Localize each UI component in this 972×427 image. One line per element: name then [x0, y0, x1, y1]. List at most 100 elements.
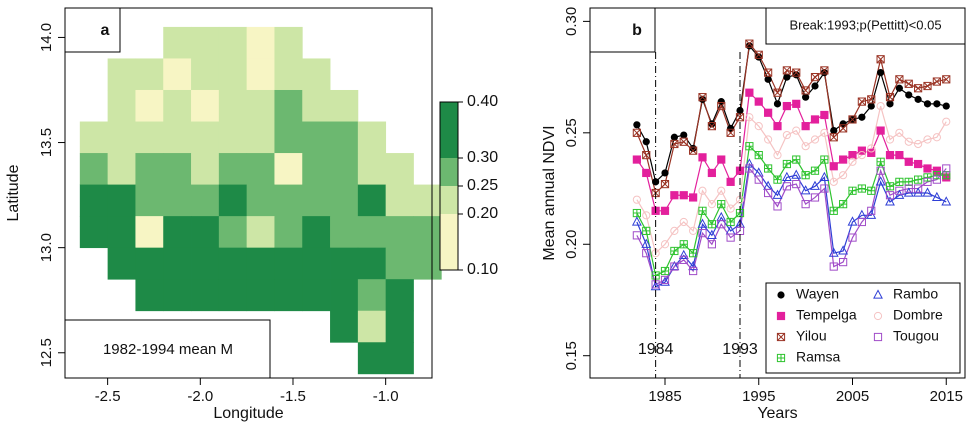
legend-box — [765, 282, 961, 374]
legend-text: 1982-1994 mean M — [103, 341, 233, 358]
marker-shape — [689, 249, 697, 257]
raster-cell — [79, 153, 109, 185]
marker-shape — [801, 142, 810, 151]
marker — [885, 135, 895, 144]
marker — [764, 68, 773, 77]
raster-cell — [330, 279, 359, 312]
legend-label: Tempelga — [796, 307, 857, 323]
marker — [820, 128, 829, 137]
marker-shape — [923, 81, 932, 91]
marker-shape — [698, 207, 707, 215]
marker-shape — [895, 186, 904, 195]
marker — [642, 138, 650, 146]
marker — [848, 151, 857, 160]
marker-shape — [810, 72, 820, 82]
marker-shape — [914, 84, 923, 93]
marker-shape — [811, 82, 819, 90]
raster-cell — [274, 26, 303, 59]
raster-cell — [274, 58, 303, 91]
marker — [642, 151, 651, 160]
marker — [754, 97, 763, 106]
series-line — [636, 44, 947, 184]
marker-shape — [707, 122, 716, 131]
marker-shape — [754, 175, 763, 184]
raster-cell — [330, 310, 359, 343]
marker — [698, 229, 707, 238]
y-tick-label: 14.0 — [38, 23, 55, 52]
colorbar-segment — [440, 214, 458, 270]
marker-shape — [885, 191, 895, 200]
marker — [839, 120, 847, 128]
marker-shape — [745, 164, 754, 173]
marker-shape — [923, 164, 932, 173]
marker-shape — [642, 249, 651, 258]
marker-shape — [632, 155, 641, 164]
raster-cell — [357, 247, 387, 280]
marker — [801, 86, 810, 95]
marker-shape — [680, 131, 688, 139]
y-axis-label: Latitude — [5, 164, 22, 221]
marker-shape — [858, 184, 866, 193]
marker — [777, 291, 785, 299]
marker-shape — [873, 332, 883, 342]
marker — [820, 155, 829, 164]
marker — [782, 130, 791, 140]
marker-shape — [670, 133, 678, 141]
series-line — [636, 167, 947, 286]
raster-cell — [135, 216, 164, 249]
raster-cell — [274, 247, 303, 280]
raster-cell — [135, 89, 164, 122]
legend-label: Ramsa — [796, 349, 841, 365]
marker-shape — [820, 128, 829, 137]
raster-cell — [330, 153, 359, 185]
raster-cell — [191, 26, 220, 59]
marker — [773, 100, 782, 108]
raster-cell — [107, 216, 136, 249]
marker — [914, 175, 923, 184]
break-label: 1984 — [638, 341, 674, 358]
marker — [698, 186, 707, 195]
marker — [679, 191, 688, 200]
raster-cell — [330, 216, 359, 249]
raster-cell — [330, 184, 359, 217]
marker-shape — [904, 79, 913, 88]
raster-cell — [107, 89, 136, 122]
raster-cell — [107, 184, 136, 217]
marker-shape — [783, 160, 791, 168]
raster-cell — [385, 184, 414, 217]
marker — [745, 164, 754, 173]
marker — [631, 216, 642, 226]
raster-cell — [163, 279, 192, 312]
marker-shape — [792, 155, 800, 164]
panel-label: b — [632, 22, 642, 39]
marker-shape — [942, 75, 951, 84]
marker — [847, 216, 858, 226]
raster-cell — [218, 26, 248, 59]
marker-shape — [819, 171, 830, 181]
marker-shape — [764, 188, 773, 198]
marker — [801, 142, 810, 151]
marker — [820, 110, 829, 120]
raster-cell — [357, 279, 387, 312]
marker — [914, 95, 922, 103]
marker-shape — [839, 200, 847, 208]
marker — [776, 353, 786, 363]
marker-shape — [876, 101, 885, 111]
marker-shape — [867, 187, 875, 195]
marker — [773, 202, 782, 211]
marker-shape — [679, 191, 688, 200]
y-tick-label: 0.20 — [563, 230, 580, 259]
marker-shape — [914, 84, 923, 93]
x-tick-label: 1985 — [648, 388, 681, 405]
marker-shape — [688, 260, 699, 271]
marker-shape — [923, 173, 932, 181]
raster-cell — [413, 184, 442, 217]
marker-shape — [820, 155, 828, 164]
marker-shape — [942, 164, 951, 173]
marker — [632, 208, 641, 218]
marker-shape — [914, 95, 922, 103]
y-tick-label: 13.0 — [38, 233, 55, 262]
marker-shape — [828, 247, 839, 257]
marker-shape — [886, 93, 894, 102]
raster-cell — [163, 26, 192, 59]
